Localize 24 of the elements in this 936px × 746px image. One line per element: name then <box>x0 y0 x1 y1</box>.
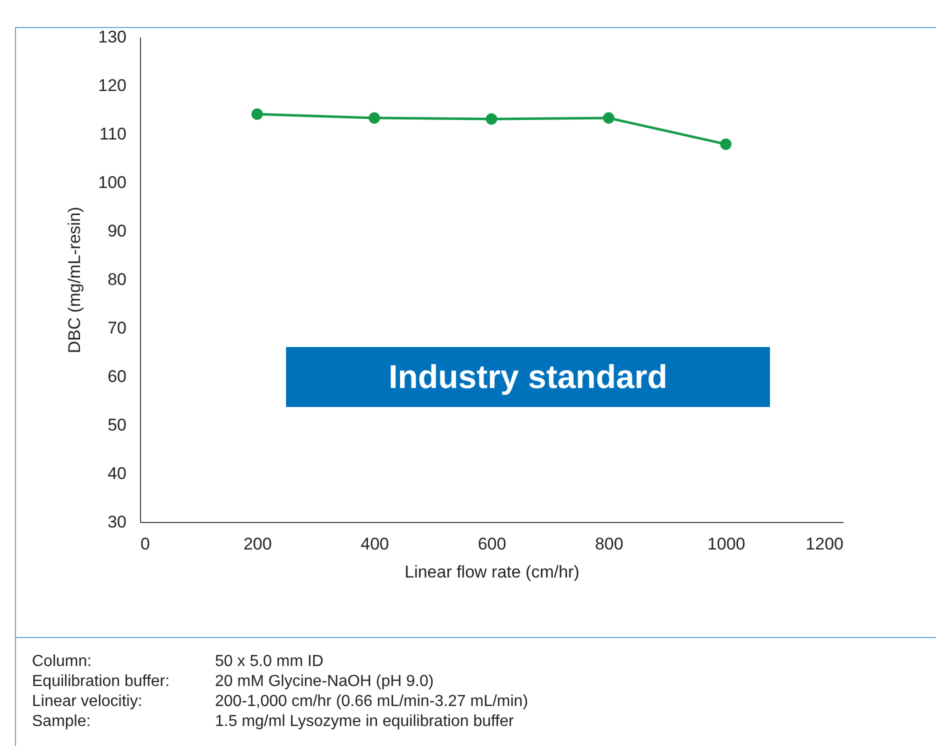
y-tick-label: 110 <box>99 124 126 144</box>
x-tick-label: 1200 <box>806 534 844 554</box>
y-tick-label: 100 <box>98 173 126 192</box>
y-tick-label: 120 <box>98 76 126 95</box>
x-axis-title: Linear flow rate (cm/hr) <box>404 562 580 582</box>
y-tick-label: 90 <box>108 222 126 240</box>
text: Equilibration buffer: 20 mM Glycine-NaOH (pH 9.0) <box>32 673 434 690</box>
y-tick-label: 80 <box>108 270 126 289</box>
y-tick-label: 130 <box>98 28 126 46</box>
x-tick-label: 400 <box>360 534 390 554</box>
y-tick-label: 50 <box>108 416 126 434</box>
text: Column: 50 x 5.0 mm ID <box>32 653 324 670</box>
x-tick-label: 0 <box>140 534 150 554</box>
x-tick-label: 1000 <box>707 534 746 554</box>
text: Linear velocitiy: 200-1,000 cm/hr (0.66 mL/min-3.27 mL/min) <box>32 693 528 710</box>
y-tick-label: 40 <box>108 464 126 483</box>
y-tick-label: 60 <box>108 367 126 386</box>
text: Sample: 1.5 mg/ml Lysozyme in equilibration buffer <box>32 713 514 730</box>
y-tick-label: 30 <box>108 512 126 532</box>
x-tick-label: 200 <box>243 534 272 554</box>
x-tick-label: 800 <box>594 534 624 554</box>
y-tick-label: 70 <box>108 318 126 338</box>
y-axis-title: DBC (mg/mL-resin) <box>65 206 84 354</box>
x-tick-label: 600 <box>478 534 506 554</box>
